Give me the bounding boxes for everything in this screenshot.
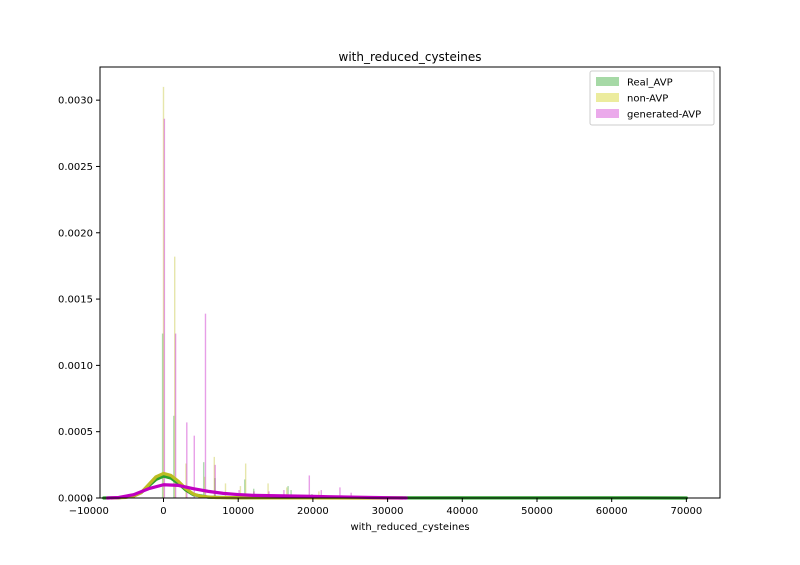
chart-title: with_reduced_cysteines — [339, 50, 482, 64]
y-axis-ticks: 0.0000 0.0005 0.0010 0.0015 0.0020 0.0025 0.00… — [58, 96, 100, 505]
legend-box — [589, 70, 715, 126]
x-tick-label: −10000 — [69, 506, 109, 517]
histogram-bar-generated-avp-9 — [283, 490, 285, 498]
histogram-bar-generated-avp-3 — [193, 435, 195, 498]
y-tick-label: 0.0025 — [58, 162, 93, 173]
histogram-bar-generated-avp-5 — [214, 464, 216, 498]
x-axis-ticks: −10000 0 10000 20000 30000 40000 50000 60000 700… — [69, 498, 702, 517]
histogram-bar-real-avp-4 — [244, 479, 246, 498]
histogram-bar-generated-avp-12 — [339, 487, 341, 498]
x-tick-label: 30000 — [372, 506, 404, 517]
y-tick-label: 0.0000 — [58, 494, 93, 505]
histogram-bar-non-avp-0 — [162, 86, 165, 498]
x-tick-label: 20000 — [297, 506, 329, 517]
x-tick-label: 70000 — [670, 506, 702, 517]
legend-label: generated-AVP — [627, 110, 701, 121]
histogram-bar-real-avp-0 — [161, 333, 164, 498]
histogram-bar-non-avp-3 — [203, 476, 206, 498]
histogram-bar-generated-avp-2 — [186, 422, 188, 498]
histogram-bar-non-avp-7 — [244, 463, 247, 498]
histogram-bar-non-avp-6 — [239, 486, 242, 498]
histogram-bar-generated-avp-0 — [163, 118, 166, 498]
x-tick-label: 60000 — [596, 506, 628, 517]
y-tick-label: 0.0010 — [58, 361, 93, 372]
histogram-bar-non-avp-9 — [286, 487, 288, 498]
histogram-bar-generated-avp-13 — [350, 492, 352, 498]
y-tick-label: 0.0005 — [58, 427, 93, 438]
histogram-bar-non-avp-1 — [174, 256, 176, 498]
histogram-bar-non-avp-10 — [318, 491, 320, 498]
y-tick-label: 0.0030 — [58, 96, 93, 107]
histogram-bar-non-avp-2 — [185, 463, 187, 498]
histogram-bar-non-avp-8 — [267, 483, 269, 498]
histogram-bar-real-avp-2 — [202, 462, 205, 498]
histogram-bar-non-avp-4 — [213, 456, 215, 498]
x-tick-label: 50000 — [521, 506, 553, 517]
legend-label: Real_AVP — [627, 78, 673, 89]
histogram-bar-real-avp-6 — [287, 486, 289, 498]
histogram-bar-real-avp-3 — [214, 478, 216, 498]
histogram-bar-non-avp-5 — [224, 483, 227, 498]
histogram-bar-generated-avp-10 — [308, 475, 311, 498]
legend-label: non-AVP — [627, 94, 668, 105]
histogram-bar-generated-avp-1 — [174, 333, 177, 498]
chart-legend: Real_AVP non-AVP generated-AVP — [589, 70, 715, 126]
x-tick-label: 0 — [160, 506, 166, 517]
y-tick-label: 0.0020 — [58, 228, 93, 239]
histogram-bar-real-avp-7 — [290, 490, 292, 498]
x-axis-label: with_reduced_cysteines — [350, 522, 469, 533]
histogram-bar-generated-avp-11 — [320, 490, 322, 498]
histogram-bar-real-avp-5 — [253, 488, 255, 498]
kde-line-generated-avp — [105, 483, 408, 500]
y-tick-label: 0.0015 — [58, 295, 93, 306]
legend-swatch — [596, 109, 619, 118]
legend-swatch — [596, 93, 619, 102]
legend-swatch — [596, 77, 619, 86]
plot-frame — [99, 66, 721, 499]
histogram-bar-generated-avp-4 — [204, 313, 207, 498]
x-tick-label: 10000 — [222, 506, 254, 517]
x-tick-label: 40000 — [446, 506, 478, 517]
histogram-bar-real-avp-1 — [173, 415, 175, 498]
